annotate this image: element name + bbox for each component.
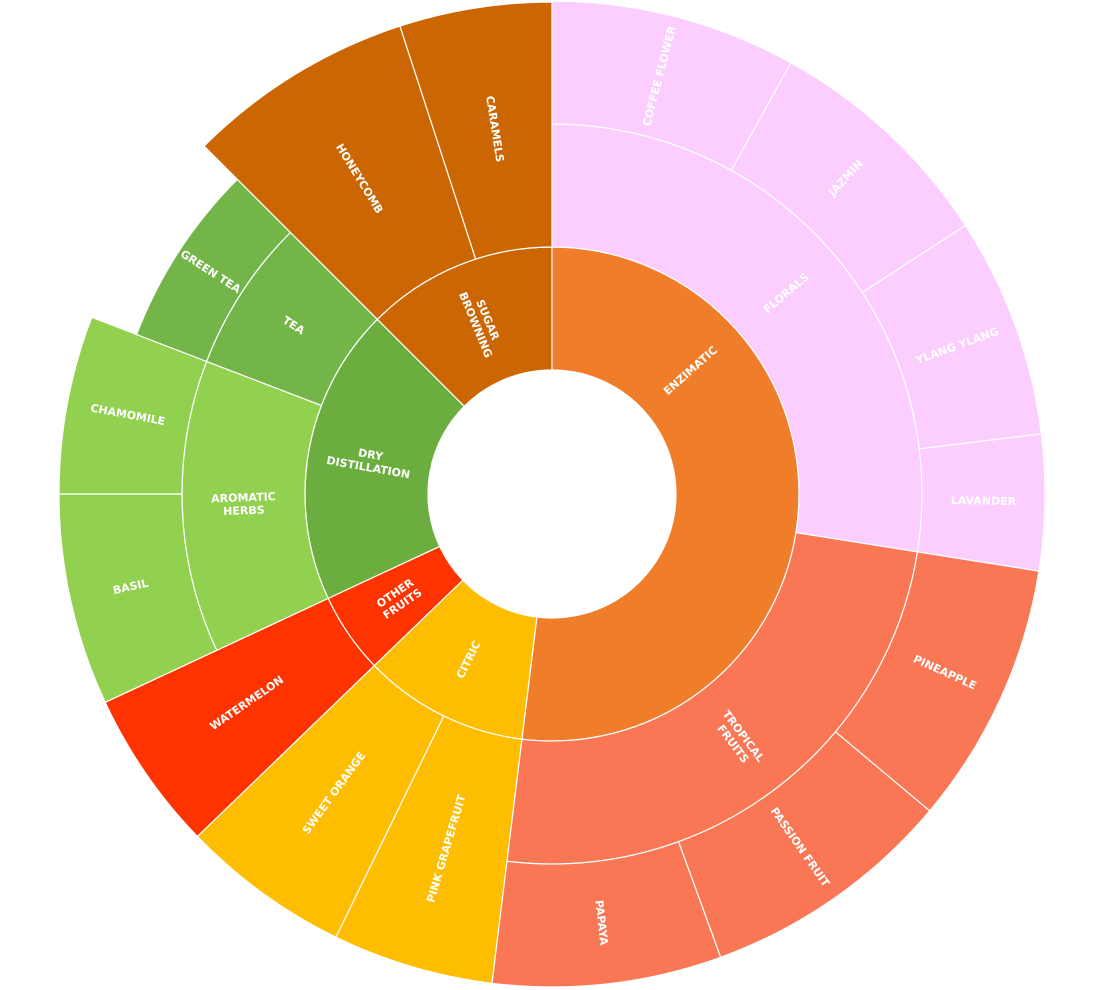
label-lavander: LAVANDER [951,494,1017,508]
segments-layer [58,0,1046,988]
label-aromatic-herbs: AROMATICHERBS [211,490,276,518]
label-papaya: PAPAYA [592,899,610,946]
segment-caramels [399,1,553,260]
